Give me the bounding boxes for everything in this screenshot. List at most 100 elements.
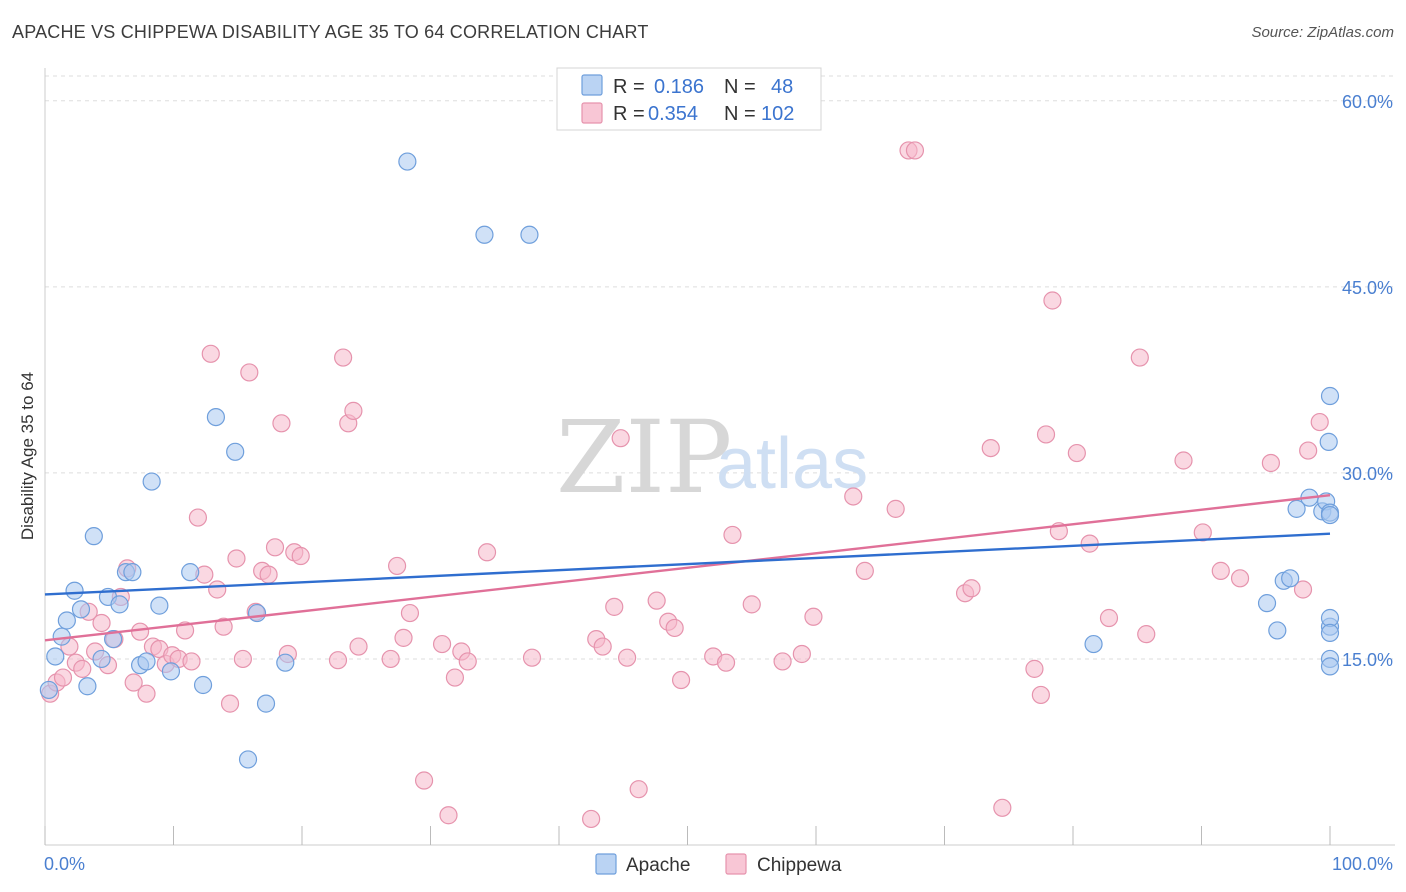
chippewa-point: [1067, 443, 1086, 463]
bottom-legend-swatch-apache: [595, 853, 617, 875]
apache-point: [475, 225, 494, 244]
y-axis-label: Disability Age 35 to 64: [18, 372, 37, 540]
chippewa-point: [291, 546, 310, 566]
chippewa-point: [593, 637, 612, 656]
chippewa-point: [1211, 561, 1230, 580]
chippewa-point: [886, 499, 905, 518]
chippewa-point: [92, 613, 111, 633]
chippewa-point: [201, 344, 220, 363]
chippewa-point: [445, 668, 465, 687]
legend-r-label-apache: R =: [613, 76, 645, 98]
chippewa-point: [1099, 608, 1119, 628]
y-tick-label: 60.0%: [1342, 92, 1393, 112]
chippewa-point: [439, 806, 458, 825]
legend-n-value-chippewa: 102: [761, 103, 794, 125]
apache-point: [1320, 505, 1340, 525]
chippewa-point: [124, 673, 143, 692]
chippewa-point: [1310, 412, 1329, 432]
chippewa-point: [1230, 569, 1250, 588]
chippewa-point: [522, 648, 542, 667]
chippewa-point: [414, 771, 434, 790]
chippewa-point: [381, 649, 400, 669]
chippewa-point: [349, 637, 368, 656]
legend-n-label-chippewa: N =: [724, 103, 756, 125]
chippewa-point: [629, 780, 648, 799]
y-tick-labels: 15.0% 30.0% 45.0% 60.0%: [1342, 92, 1393, 670]
chippewa-point: [773, 652, 792, 671]
chippewa-point: [400, 603, 420, 623]
chippewa-point: [742, 595, 761, 614]
legend: R = 0.186 N = 48 R = 0.354 N = 102: [556, 67, 822, 131]
y-tick-label: 45.0%: [1342, 278, 1393, 298]
chippewa-point: [53, 668, 73, 687]
chippewa-point: [1193, 523, 1212, 542]
chippewa-point: [804, 607, 823, 626]
watermark-zip: ZIP: [556, 399, 732, 516]
apache-point: [123, 563, 142, 582]
watermark-atlas: atlas: [716, 424, 868, 504]
x-tick-label-min: 0.0%: [44, 854, 85, 874]
chippewa-point: [1137, 625, 1156, 644]
chippewa-point: [458, 652, 477, 671]
chippewa-point: [993, 798, 1012, 817]
y-tick-label: 15.0%: [1342, 650, 1393, 670]
chippewa-point: [394, 628, 413, 647]
chart-title: APACHE VS CHIPPEWA DISABILITY AGE 35 TO …: [12, 22, 649, 42]
apache-point: [1084, 634, 1103, 654]
chippewa-point: [844, 487, 863, 506]
chippewa-point: [1031, 685, 1050, 705]
chippewa-point: [981, 438, 1000, 458]
chippewa-point: [182, 652, 201, 671]
apache-point: [238, 750, 258, 769]
chippewa-point: [671, 670, 691, 690]
chippewa-point: [855, 561, 874, 580]
chippewa-trend-line: [44, 494, 1331, 642]
chippewa-point: [387, 556, 407, 576]
x-tick-label-max: 100.0%: [1332, 854, 1393, 874]
apache-trend-line: [44, 532, 1331, 596]
apache-point: [92, 649, 111, 669]
apache-point: [226, 442, 245, 461]
apache-point: [206, 407, 226, 427]
apache-point: [71, 600, 91, 619]
bottom-legend: Apache Chippewa: [595, 853, 842, 876]
chippewa-point: [432, 634, 452, 654]
chippewa-point: [73, 659, 92, 678]
apache-point: [1257, 594, 1277, 613]
apache-point: [57, 611, 76, 630]
apache-point: [1268, 621, 1287, 640]
apache-point: [39, 680, 58, 700]
chippewa-point: [233, 649, 252, 669]
apache-point: [84, 527, 103, 546]
apache-point: [78, 677, 97, 696]
apache-point: [193, 675, 213, 695]
chippewa-point: [905, 141, 925, 160]
chippewa-point: [240, 363, 259, 382]
apache-point: [65, 581, 84, 600]
chippewa-point: [665, 618, 684, 638]
apache-point: [276, 653, 295, 672]
source-credit: Source: ZipAtlas.com: [1251, 24, 1394, 41]
chippewa-point: [605, 597, 624, 616]
chippewa-point: [792, 644, 811, 664]
apache-point: [398, 152, 417, 171]
chippewa-point: [582, 809, 601, 829]
apache-point: [161, 662, 181, 681]
chippewa-point: [259, 565, 278, 584]
legend-n-label-apache: N =: [724, 76, 756, 98]
apache-point: [1320, 623, 1340, 643]
legend-swatch-apache: [581, 74, 603, 96]
chippewa-point: [137, 684, 156, 703]
apache-point: [1320, 657, 1340, 676]
chippewa-point: [647, 591, 666, 610]
legend-r-value-chippewa: 0.354: [648, 103, 698, 125]
chippewa-point: [272, 414, 291, 433]
trend-lines: [44, 494, 1331, 642]
chippewa-point: [227, 549, 246, 568]
chippewa-point: [477, 543, 497, 562]
chippewa-point: [208, 580, 227, 599]
bottom-legend-label-apache: Apache: [626, 855, 690, 876]
apache-point: [142, 472, 161, 491]
chippewa-point: [1299, 441, 1318, 460]
